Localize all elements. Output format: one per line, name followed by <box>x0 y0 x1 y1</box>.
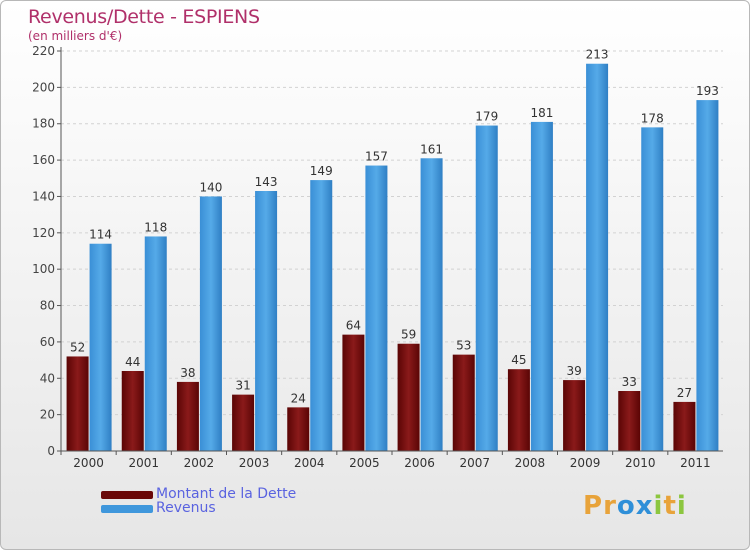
bar-revenus <box>586 63 609 452</box>
data-label-dette: 52 <box>70 340 85 354</box>
bar-dette <box>618 391 641 451</box>
y-tick-label: 0 <box>47 444 55 458</box>
legend-swatch-revenus <box>101 505 153 513</box>
bar-dette <box>66 356 89 451</box>
data-label-revenus: 193 <box>696 84 719 98</box>
data-label-revenus: 143 <box>255 175 278 189</box>
x-tick-label: 2009 <box>570 456 601 470</box>
x-tick-label: 2001 <box>128 456 159 470</box>
bar-revenus <box>420 158 443 452</box>
bar-revenus <box>144 236 167 451</box>
data-label-dette: 24 <box>291 391 306 405</box>
data-label-revenus: 157 <box>365 150 388 164</box>
logo-letter: t <box>663 491 677 521</box>
data-label-dette: 44 <box>125 355 140 369</box>
x-tick-label: 2004 <box>294 456 325 470</box>
legend-label-revenus: Revenus <box>156 500 216 516</box>
bar-dette <box>507 369 530 451</box>
bar-dette <box>121 371 144 451</box>
bar-dette <box>232 394 255 451</box>
x-tick-label: 2008 <box>515 456 546 470</box>
chart-title: Revenus/Dette - ESPIENS <box>28 6 260 28</box>
bar-dette <box>452 354 475 451</box>
logo-letter: i <box>653 491 664 521</box>
x-tick-label: 2002 <box>184 456 215 470</box>
bar-revenus <box>89 243 112 451</box>
data-label-revenus: 149 <box>310 164 333 178</box>
data-label-dette: 31 <box>235 379 250 393</box>
y-tick-label: 80 <box>40 299 55 313</box>
bar-dette <box>342 334 365 451</box>
data-label-dette: 33 <box>622 375 637 389</box>
x-tick-label: 2011 <box>680 456 711 470</box>
bar-dette <box>287 407 310 451</box>
logo-letter: P <box>583 491 604 521</box>
y-tick-label: 120 <box>32 226 55 240</box>
data-label-revenus: 161 <box>420 142 443 156</box>
y-tick-label: 20 <box>40 408 55 422</box>
data-label-dette: 64 <box>346 319 361 333</box>
data-label-dette: 27 <box>677 386 692 400</box>
x-tick-label: 2006 <box>404 456 435 470</box>
bar-revenus <box>310 180 333 451</box>
bar-revenus <box>255 191 278 451</box>
data-label-dette: 39 <box>566 364 581 378</box>
data-label-dette: 53 <box>456 339 471 353</box>
x-tick-label: 2007 <box>459 456 490 470</box>
bar-dette <box>673 401 696 451</box>
y-tick-label: 220 <box>32 44 55 58</box>
x-tick-label: 2010 <box>625 456 656 470</box>
legend-label-dette: Montant de la Dette <box>156 486 297 502</box>
axes-layer: 0 20 40 60 80 100 120 140 160 180 200 220 2000 2001 20… <box>32 44 723 470</box>
legend-swatch-dette <box>101 491 153 499</box>
logo-letter: i <box>676 491 687 521</box>
bar-revenus <box>641 127 664 451</box>
y-tick-label: 180 <box>32 117 55 131</box>
bar-revenus <box>365 165 388 451</box>
data-label-revenus: 140 <box>199 180 222 194</box>
bar-dette <box>563 380 586 451</box>
y-tick-label: 140 <box>32 189 55 203</box>
y-tick-label: 200 <box>32 80 55 94</box>
bars-layer <box>66 63 719 452</box>
data-label-dette: 38 <box>180 366 195 380</box>
bar-dette <box>397 343 420 451</box>
logo-letter: r <box>603 491 617 521</box>
y-tick-label: 60 <box>40 335 55 349</box>
logo-letter: o <box>616 491 636 521</box>
bar-revenus <box>530 121 553 451</box>
bar-revenus <box>696 100 719 451</box>
logo-letter: x <box>635 491 654 521</box>
data-label-dette: 45 <box>511 353 526 367</box>
y-tick-label: 40 <box>40 371 55 385</box>
proxiti-logo: Proxiti <box>583 491 687 521</box>
data-label-revenus: 213 <box>586 48 609 62</box>
chart-subtitle: (en milliers d'€) <box>28 29 123 43</box>
data-label-revenus: 181 <box>530 106 553 120</box>
x-tick-label: 2003 <box>239 456 270 470</box>
labels-layer: 52 114 44 118 38 140 31 143 24 149 64 157 59 161 53 179… <box>70 48 719 406</box>
bar-revenus <box>199 196 222 451</box>
data-label-dette: 59 <box>401 328 416 342</box>
y-tick-label: 160 <box>32 153 55 167</box>
bar-dette <box>176 381 199 451</box>
grid-layer <box>61 50 723 452</box>
data-label-revenus: 114 <box>89 228 112 242</box>
y-tick-label: 100 <box>32 262 55 276</box>
data-label-revenus: 178 <box>641 111 664 125</box>
x-tick-label: 2000 <box>73 456 104 470</box>
x-tick-label: 2005 <box>349 456 380 470</box>
data-label-revenus: 179 <box>475 110 498 124</box>
data-label-revenus: 118 <box>144 220 167 234</box>
bar-revenus <box>475 125 498 451</box>
